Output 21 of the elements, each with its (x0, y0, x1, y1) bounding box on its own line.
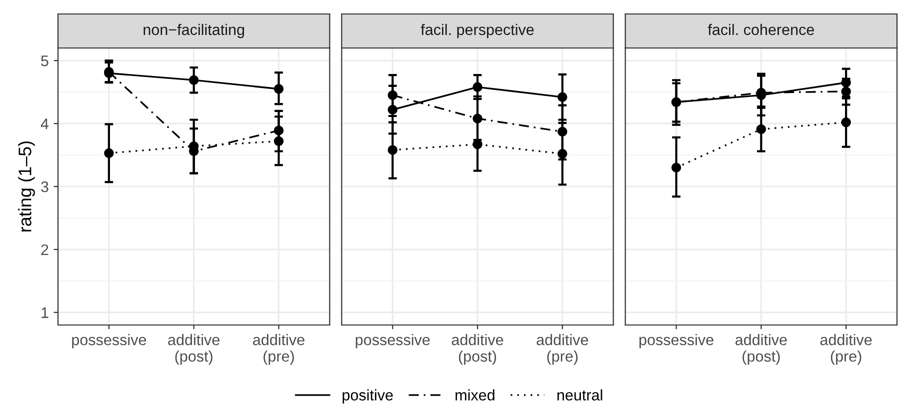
x-tick-label: additive (post) (452, 334, 504, 365)
chart-title: non−facilitating (144, 24, 244, 38)
x-tick-label: additive (post) (168, 334, 220, 365)
x-tick-label: additive (pre) (536, 334, 588, 365)
x-tick-label: additive (post) (735, 334, 787, 365)
y-tick-label: 1 (42, 307, 48, 318)
x-tick-label: possessive (356, 334, 430, 348)
y-tick-label: 5 (41, 56, 48, 66)
y-tick-label: 2 (41, 244, 48, 255)
x-tick-label: additive (pre) (253, 334, 304, 365)
legend-label: mixed (456, 389, 494, 401)
y-tick-label: 4 (40, 118, 49, 130)
y-axis-title: rating (1–5) (18, 141, 35, 232)
y-tick-label: 3 (41, 181, 48, 192)
chart-title: facil. coherence (708, 24, 814, 36)
legend-label: positive (342, 389, 393, 404)
legend-label: neutral (557, 389, 602, 401)
x-tick-label: possessive (639, 334, 714, 348)
chart-title: facil. perspective (420, 24, 534, 38)
x-tick-label: additive (pre) (820, 334, 872, 365)
x-tick-label: possessive (72, 334, 146, 348)
